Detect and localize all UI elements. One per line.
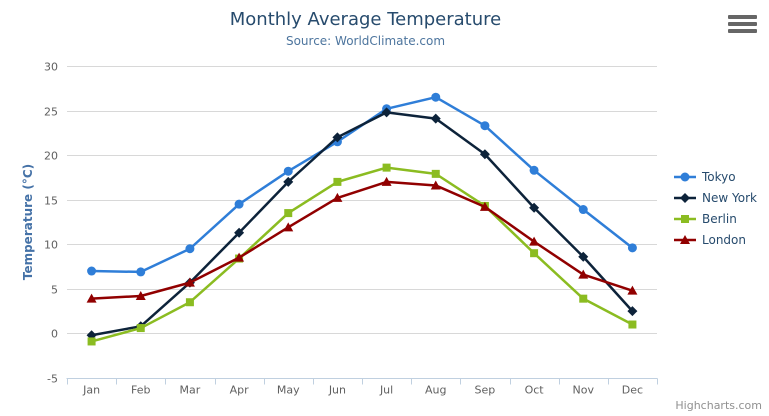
x-axis-label: Jan bbox=[82, 384, 100, 397]
data-point-london[interactable] bbox=[479, 201, 490, 211]
data-point-london[interactable] bbox=[529, 236, 540, 246]
y-axis-tick-label: 20 bbox=[44, 150, 58, 163]
data-point-new-york[interactable] bbox=[479, 149, 490, 160]
data-point-berlin[interactable] bbox=[628, 320, 637, 329]
x-axis-label: Nov bbox=[573, 384, 595, 397]
data-point-london[interactable] bbox=[86, 293, 97, 303]
data-point-tokyo[interactable] bbox=[234, 199, 244, 209]
y-axis-tick-label: 10 bbox=[44, 239, 58, 252]
x-axis-label: Oct bbox=[525, 384, 545, 397]
series-line-tokyo[interactable] bbox=[90, 95, 634, 274]
data-point-new-york[interactable] bbox=[529, 202, 540, 213]
x-axis-label: Jul bbox=[379, 384, 393, 397]
data-point-berlin[interactable] bbox=[431, 169, 440, 178]
legend-label: New York bbox=[702, 190, 757, 205]
hamburger-icon bbox=[728, 22, 757, 26]
data-point-berlin[interactable] bbox=[333, 177, 342, 186]
legend-marker-symbol bbox=[681, 214, 689, 223]
data-point-berlin[interactable] bbox=[284, 209, 293, 218]
data-point-london[interactable] bbox=[184, 277, 195, 287]
x-axis-label: Aug bbox=[425, 384, 446, 397]
data-point-london[interactable] bbox=[430, 180, 441, 190]
x-axis-label: Apr bbox=[230, 384, 250, 397]
legend-marker-triangle-icon bbox=[674, 234, 696, 244]
hamburger-icon bbox=[728, 29, 757, 33]
chart-subtitle: Source: WorldClimate.com bbox=[285, 34, 446, 48]
data-point-berlin[interactable] bbox=[185, 298, 194, 307]
data-point-berlin[interactable] bbox=[382, 163, 391, 172]
legend-item-london[interactable]: London bbox=[674, 229, 757, 250]
legend-label: Berlin bbox=[702, 211, 737, 226]
legend-item-tokyo[interactable]: Tokyo bbox=[674, 166, 757, 187]
data-point-london[interactable] bbox=[578, 269, 589, 279]
y-axis-tick-label: 30 bbox=[44, 61, 58, 74]
y-axis-tick-label: 5 bbox=[51, 284, 58, 297]
legend: Tokyo New York Berlin London bbox=[674, 166, 757, 250]
legend-marker-symbol bbox=[680, 192, 690, 203]
data-point-berlin[interactable] bbox=[530, 249, 539, 258]
legend-marker-circle-icon bbox=[674, 172, 696, 181]
legend-marker-square-icon bbox=[674, 214, 696, 223]
data-point-berlin[interactable] bbox=[87, 337, 96, 346]
data-point-berlin[interactable] bbox=[579, 294, 588, 303]
series-line-london[interactable] bbox=[90, 180, 634, 300]
data-point-new-york[interactable] bbox=[283, 176, 294, 187]
series-line-berlin[interactable] bbox=[90, 166, 634, 343]
data-point-tokyo[interactable] bbox=[627, 243, 637, 253]
data-point-new-york[interactable] bbox=[578, 251, 589, 262]
data-point-new-york[interactable] bbox=[332, 132, 343, 143]
data-point-london[interactable] bbox=[381, 176, 392, 186]
legend-marker-symbol bbox=[680, 234, 690, 244]
x-axis-label: Sep bbox=[475, 384, 496, 397]
chart-title: Monthly Average Temperature bbox=[229, 9, 502, 30]
data-point-tokyo[interactable] bbox=[480, 121, 490, 131]
x-axis-label: May bbox=[277, 384, 300, 397]
data-point-tokyo[interactable] bbox=[136, 267, 146, 277]
legend-item-new-york[interactable]: New York bbox=[674, 187, 757, 208]
legend-marker-diamond-icon bbox=[674, 192, 696, 203]
data-point-tokyo[interactable] bbox=[283, 166, 293, 176]
data-point-new-york[interactable] bbox=[627, 306, 638, 317]
hamburger-icon bbox=[728, 15, 757, 19]
data-point-new-york[interactable] bbox=[430, 113, 441, 124]
legend-label: Tokyo bbox=[702, 169, 736, 184]
data-point-london[interactable] bbox=[234, 252, 245, 262]
legend-item-berlin[interactable]: Berlin bbox=[674, 208, 757, 229]
y-axis-tick-label: 0 bbox=[51, 328, 58, 341]
data-point-berlin[interactable] bbox=[136, 324, 145, 333]
data-point-london[interactable] bbox=[332, 192, 343, 202]
x-axis-label: Feb bbox=[131, 384, 150, 397]
export-menu-button[interactable] bbox=[728, 15, 757, 33]
data-point-tokyo[interactable] bbox=[578, 205, 588, 215]
y-axis-tick-label: 25 bbox=[44, 106, 58, 119]
x-axis-label: Dec bbox=[622, 384, 643, 397]
y-axis-tick-label: 15 bbox=[44, 195, 58, 208]
x-axis-label: Jun bbox=[328, 384, 346, 397]
data-point-new-york[interactable] bbox=[381, 107, 392, 118]
data-point-tokyo[interactable] bbox=[87, 266, 97, 276]
data-point-new-york[interactable] bbox=[234, 227, 245, 238]
y-axis-title: Temperature (°C) bbox=[21, 164, 35, 280]
data-point-tokyo[interactable] bbox=[529, 165, 539, 175]
data-point-london[interactable] bbox=[627, 285, 638, 295]
legend-label: London bbox=[702, 232, 746, 247]
data-point-tokyo[interactable] bbox=[185, 244, 195, 254]
y-axis-tick-label: -5 bbox=[47, 373, 58, 386]
data-point-london[interactable] bbox=[283, 222, 294, 232]
data-point-tokyo[interactable] bbox=[431, 92, 441, 102]
series-line-new-york[interactable] bbox=[90, 111, 634, 337]
x-axis-label: Mar bbox=[180, 384, 201, 397]
legend-marker-symbol bbox=[680, 172, 690, 181]
highcharts-credit[interactable]: Highcharts.com bbox=[675, 399, 762, 412]
data-point-london[interactable] bbox=[135, 290, 146, 300]
